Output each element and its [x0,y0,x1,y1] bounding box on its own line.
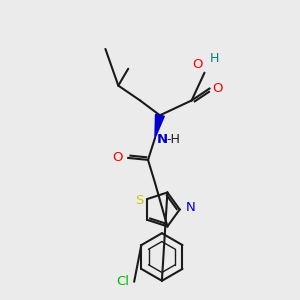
Text: O: O [212,82,223,95]
Text: N: N [186,201,195,214]
Text: O: O [192,58,202,71]
Text: S: S [135,194,144,207]
Text: O: O [112,152,123,164]
Polygon shape [155,114,164,138]
Text: N: N [157,133,168,146]
Text: -H: -H [167,133,181,146]
Text: H: H [209,52,219,65]
Text: Cl: Cl [116,275,129,288]
